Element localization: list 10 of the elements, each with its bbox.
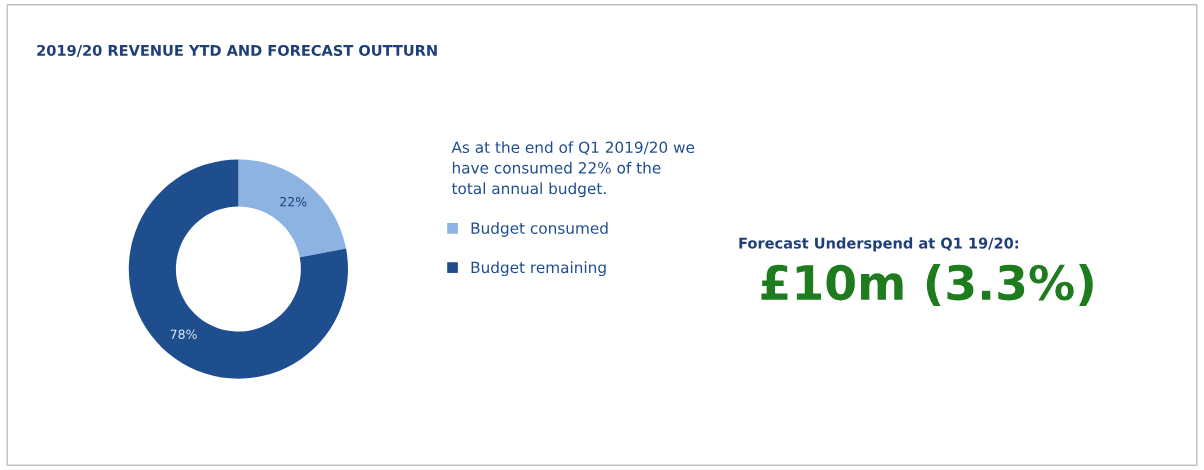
legend-label: Budget remaining bbox=[471, 261, 606, 277]
donut-slice bbox=[238, 159, 347, 258]
donut-slice bbox=[128, 159, 348, 379]
text: As at the end of Q1 2019/20 we have consumed 22% of the total annual budget. bbox=[451, 141, 695, 198]
legend-label: Budget consumed bbox=[471, 222, 608, 237]
chart-title: 2019/20 REVENUE YTD AND FORECAST OUTTURN bbox=[37, 44, 437, 58]
data-label: 22% bbox=[280, 196, 307, 207]
data-label: 78% bbox=[170, 329, 197, 339]
text: Forecast Underspend at Q1 19/20: bbox=[739, 237, 1019, 252]
text: £10m (3.3%) bbox=[761, 263, 1093, 306]
